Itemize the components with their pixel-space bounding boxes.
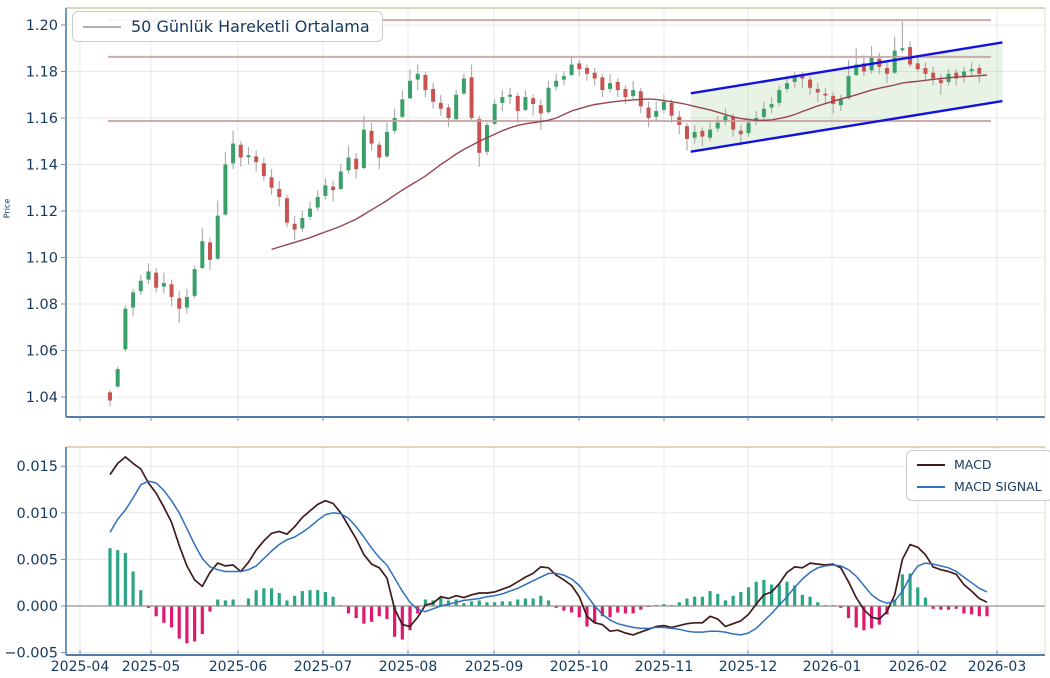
svg-text:2025-05: 2025-05 xyxy=(122,659,181,675)
svg-text:1.08: 1.08 xyxy=(26,297,58,313)
svg-text:2025-08: 2025-08 xyxy=(379,659,438,675)
macd-y-tick-labels: −0.005 0.000 0.005 0.010 0.015 xyxy=(4,459,58,661)
ma50-line xyxy=(271,74,988,251)
svg-text:0.000: 0.000 xyxy=(16,599,58,615)
svg-text:2025-04: 2025-04 xyxy=(51,659,110,675)
svg-text:2025-12: 2025-12 xyxy=(719,659,778,675)
svg-text:2026-03: 2026-03 xyxy=(968,659,1027,675)
svg-text:1.12: 1.12 xyxy=(26,204,58,220)
svg-text:2025-07: 2025-07 xyxy=(294,659,353,675)
macd-signal-line-sample xyxy=(917,485,945,488)
macd-line-sample xyxy=(917,463,945,466)
svg-text:2025-06: 2025-06 xyxy=(209,659,268,675)
svg-text:1.06: 1.06 xyxy=(26,344,58,360)
svg-text:2025-11: 2025-11 xyxy=(635,659,694,675)
macd-histogram xyxy=(108,548,989,644)
x-tick-labels: 2025-04 2025-05 2025-06 2025-07 2025-08 2025-… xyxy=(51,659,1027,675)
svg-text:0.005: 0.005 xyxy=(16,552,58,568)
macd-legend-row: MACD xyxy=(917,457,991,472)
svg-text:1.04: 1.04 xyxy=(26,390,58,406)
svg-text:0.010: 0.010 xyxy=(16,506,58,522)
macd-signal-legend-label: MACD SIGNAL xyxy=(954,479,1042,494)
macd-legend: MACD MACD SIGNAL xyxy=(906,450,1050,501)
ma50-legend: 50 Günlük Hareketli Ortalama xyxy=(72,11,383,42)
svg-text:1.20: 1.20 xyxy=(26,18,58,34)
svg-text:2025-10: 2025-10 xyxy=(550,659,609,675)
ma50-legend-line-sample xyxy=(83,25,121,28)
price-axis-label: Price xyxy=(2,198,12,219)
svg-text:2026-02: 2026-02 xyxy=(889,659,948,675)
axis-ticks xyxy=(61,24,998,655)
svg-text:1.18: 1.18 xyxy=(26,65,58,81)
candlesticks xyxy=(108,21,982,407)
svg-text:2026-01: 2026-01 xyxy=(803,659,862,675)
svg-text:1.10: 1.10 xyxy=(26,251,58,267)
trend-channel-lines xyxy=(690,41,1003,153)
svg-text:2025-09: 2025-09 xyxy=(465,659,524,675)
ma50-legend-label: 50 Günlük Hareketli Ortalama xyxy=(131,17,370,36)
macd-line xyxy=(109,456,988,636)
macd-signal-line xyxy=(109,480,988,636)
svg-text:−0.005: −0.005 xyxy=(4,646,58,662)
svg-text:1.16: 1.16 xyxy=(26,111,58,127)
macd-legend-label: MACD xyxy=(954,457,992,472)
macd-signal-legend-row: MACD SIGNAL xyxy=(917,479,1042,494)
price-y-tick-labels: 1.04 1.06 1.08 1.10 1.12 1.14 1.16 1.18 1.20 xyxy=(26,18,58,406)
svg-text:1.14: 1.14 xyxy=(26,158,58,174)
svg-text:0.015: 0.015 xyxy=(16,459,58,475)
